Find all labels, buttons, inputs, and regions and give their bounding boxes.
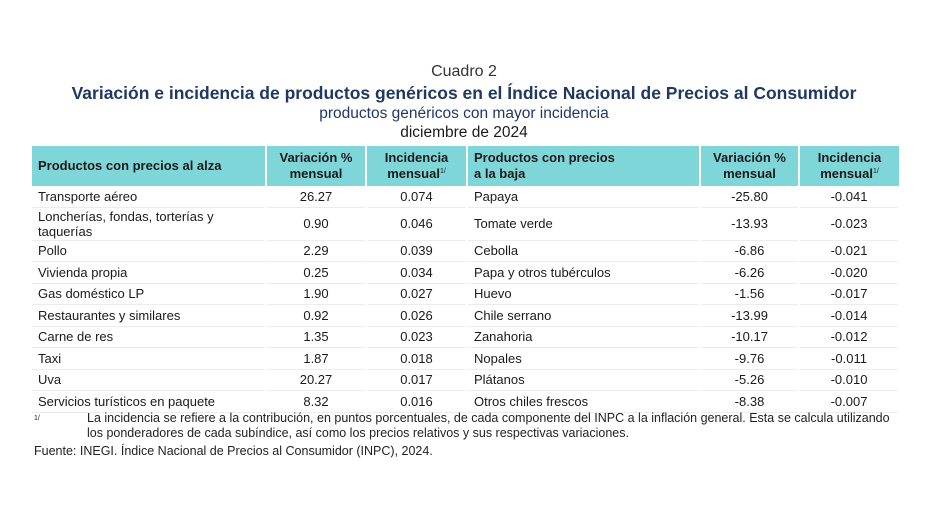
down-variation-cell: -13.93 [700,207,800,241]
up-incidence-cell: 0.027 [366,283,468,305]
source-note: Fuente: INEGI. Índice Nacional de Precio… [34,444,433,458]
up-incidence-cell: 0.018 [366,347,468,370]
down-incidence-cell: -0.021 [799,240,900,262]
up-variation-cell: 26.27 [266,186,367,208]
header-down-variation: Variación % mensual [700,146,800,186]
header-up-incidence: Incidencia mensual1/ [366,146,468,186]
table-date: diciembre de 2024 [400,124,528,141]
up-product-cell: Servicios turísticos en paquete [32,390,267,413]
up-variation-cell: 8.32 [266,390,367,413]
up-product-cell: Carne de res [32,326,267,348]
up-product-cell: Gas doméstico LP [32,283,267,305]
up-variation-cell: 0.92 [266,304,367,327]
up-variation-cell: 20.27 [266,369,367,391]
table-title: Variación e incidencia de productos gené… [71,83,857,103]
footnote-text: La incidencia se refiere a la contribuci… [87,411,890,440]
down-incidence-cell: -0.007 [799,390,900,413]
footnote: 1/ La incidencia se refiere a la contrib… [34,411,900,441]
down-incidence-cell: -0.041 [799,186,900,208]
down-incidence-cell: -0.023 [799,207,900,241]
report-header: Cuadro 2 Variación e incidencia de produ… [0,62,928,142]
up-incidence-cell: 0.026 [366,304,468,327]
footnote-ref: 1/ [872,168,879,175]
table-number: Cuadro 2 [431,63,497,80]
down-variation-cell: -9.76 [700,347,800,370]
table-row: Loncherías, fondas, torterías y taquería… [32,207,900,241]
header-down-incidence: Incidencia mensual1/ [799,146,899,186]
up-incidence-cell: 0.017 [366,369,468,391]
table-row: Uva 20.27 0.017 Plátanos -5.26 -0.010 [32,369,900,391]
table-row: Carne de res 1.35 0.023 Zanahoria -10.17 -0.0… [32,326,900,348]
down-product-cell: Papaya [467,186,701,208]
down-product-cell: Chile serrano [467,304,701,327]
up-incidence-cell: 0.034 [366,261,468,284]
down-product-cell: Nopales [467,347,701,370]
up-variation-cell: 1.90 [266,283,367,305]
down-variation-cell: -8.38 [700,390,800,413]
down-variation-cell: -6.26 [700,261,800,284]
table-row: Taxi 1.87 0.018 Nopales -9.76 -0.011 [32,347,900,370]
table-row: Gas doméstico LP 1.90 0.027 Huevo -1.56 -0.01… [32,283,900,305]
up-incidence-cell: 0.039 [366,240,468,262]
down-product-cell: Otros chiles frescos [467,390,701,413]
down-incidence-cell: -0.011 [799,347,900,370]
table-row: Pollo 2.29 0.039 Cebolla -6.86 -0.021 [32,240,900,262]
down-incidence-cell: -0.020 [799,261,900,284]
table-row: Transporte aéreo 26.27 0.074 Papaya -25.80 -0… [32,186,900,208]
table-row: Vivienda propia 0.25 0.034 Papa y otros tub… [32,261,900,284]
up-incidence-cell: 0.023 [366,326,468,348]
up-product-cell: Vivienda propia [32,261,267,284]
table-header-row: Productos con precios al alza Variación … [32,146,899,186]
header-down-product: Productos con precios a la baja [467,146,701,186]
up-variation-cell: 2.29 [266,240,367,262]
table-row: Restaurantes y similares 0.92 0.026 Chile s… [32,304,900,327]
incidence-table: Productos con precios al alza Variación … [32,146,900,413]
up-variation-cell: 0.90 [266,207,367,241]
up-product-cell: Pollo [32,240,267,262]
up-incidence-cell: 0.046 [366,207,468,241]
up-product-cell: Transporte aéreo [32,186,267,208]
down-product-cell: Plátanos [467,369,701,391]
up-product-cell: Uva [32,369,267,391]
up-product-cell: Loncherías, fondas, torterías y taquería… [32,207,267,241]
down-variation-cell: -1.56 [700,283,800,305]
down-product-cell: Tomate verde [467,207,701,241]
down-variation-cell: -13.99 [700,304,800,327]
down-product-cell: Huevo [467,283,701,305]
down-variation-cell: -25.80 [700,186,800,208]
up-variation-cell: 0.25 [266,261,367,284]
down-incidence-cell: -0.010 [799,369,900,391]
footnote-mark: 1/ [34,415,40,422]
header-up-variation: Variación % mensual [266,146,367,186]
up-variation-cell: 1.87 [266,347,367,370]
down-variation-cell: -10.17 [700,326,800,348]
down-incidence-cell: -0.017 [799,283,900,305]
up-product-cell: Restaurantes y similares [32,304,267,327]
up-product-cell: Taxi [32,347,267,370]
table-row: Servicios turísticos en paquete 8.32 0.016… [32,390,900,413]
down-product-cell: Papa y otros tubérculos [467,261,701,284]
down-incidence-cell: -0.012 [799,326,900,348]
up-variation-cell: 1.35 [266,326,367,348]
down-variation-cell: -5.26 [700,369,800,391]
down-product-cell: Cebolla [467,240,701,262]
down-variation-cell: -6.86 [700,240,800,262]
footnote-ref: 1/ [439,168,446,175]
table-subtitle: productos genéricos con mayor incidencia [319,105,609,122]
up-incidence-cell: 0.074 [366,186,468,208]
up-incidence-cell: 0.016 [366,390,468,413]
down-incidence-cell: -0.014 [799,304,900,327]
header-up-product: Productos con precios al alza [32,146,267,186]
down-product-cell: Zanahoria [467,326,701,348]
